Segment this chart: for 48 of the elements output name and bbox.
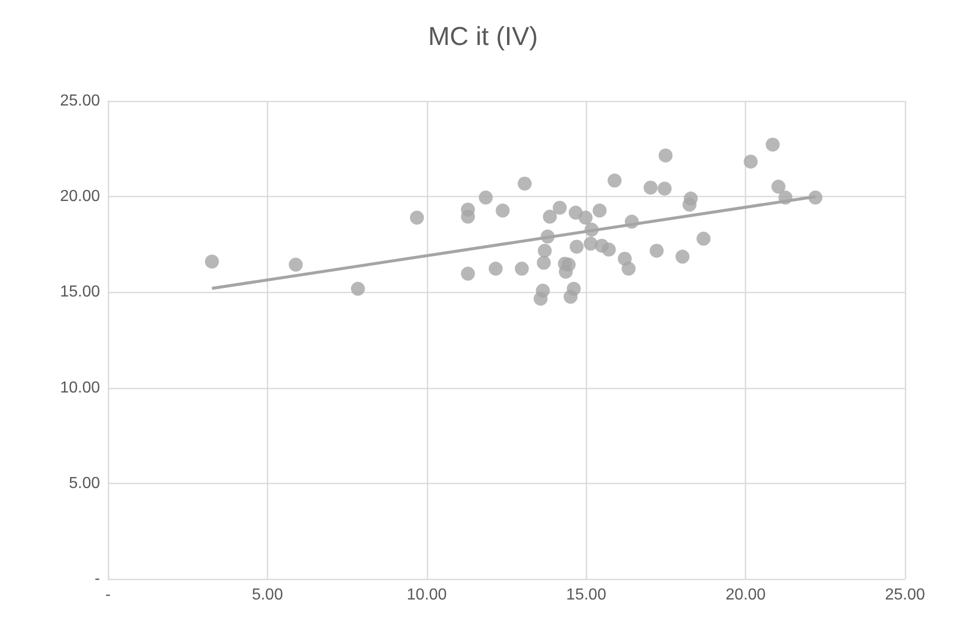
x-tick-label: 15.00 [566,586,606,604]
point [650,244,664,258]
point [514,262,529,276]
point [488,262,503,276]
point [460,266,475,281]
y-tick-label: 5.00 [68,474,100,492]
point [350,282,365,296]
x-tick-label: 20.00 [726,586,766,604]
point [410,210,424,225]
point [570,240,584,254]
point [538,244,552,258]
point [622,262,636,276]
point [460,210,475,224]
point [288,258,303,272]
point [644,180,658,195]
point [766,138,780,152]
point [658,148,673,162]
point [518,176,532,191]
y-tick-label: 15.00 [60,284,100,301]
x-tick-label: 25.00 [884,586,926,604]
point [744,154,758,169]
point [542,210,557,224]
y-tick-label: - [94,570,100,588]
y-tick-label: 25.00 [60,92,100,110]
point [204,254,219,269]
point [608,174,622,188]
point [496,204,510,218]
point [578,210,593,225]
point [696,232,711,246]
point [558,264,573,279]
point [658,182,672,196]
point [602,242,616,257]
y-tick-label: 20.00 [60,188,100,206]
point [675,250,690,264]
point [564,290,578,304]
point [771,180,786,194]
x-tick-label: - [105,586,111,604]
chart-title: MC it (IV) [428,21,538,51]
point [478,190,493,205]
x-tick-label: 5.00 [252,586,284,604]
point [682,198,696,212]
x-tick-label: 10.00 [406,586,447,604]
point [584,236,598,251]
point [534,292,548,306]
point [536,256,551,270]
point [592,204,607,218]
y-tick-label: 10.00 [60,379,100,396]
point [552,200,567,215]
